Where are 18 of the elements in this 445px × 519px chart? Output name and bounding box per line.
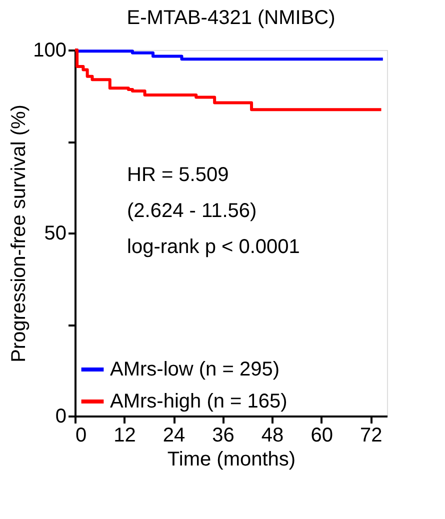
- x-axis-title: Time (months): [167, 448, 296, 470]
- y-tick-label: 0: [55, 406, 66, 428]
- x-tick-label: 48: [261, 424, 284, 446]
- x-tick-label: 12: [114, 424, 136, 446]
- y-axis-title: Progression-free survival (%): [8, 104, 30, 362]
- x-tick-label: 24: [162, 424, 186, 446]
- x-tick-label: 72: [360, 424, 382, 446]
- x-tick-label: 60: [310, 424, 333, 446]
- y-tick-label: 50: [44, 222, 66, 244]
- annotation: HR = 5.509: [127, 164, 229, 186]
- annotation: (2.624 - 11.56): [127, 200, 257, 222]
- y-tick-label: 100: [33, 40, 66, 62]
- legend-label: AMrs-low (n = 295): [110, 358, 280, 380]
- annotation: log-rank p < 0.0001: [127, 236, 300, 258]
- chart-title: E-MTAB-4321 (NMIBC): [126, 7, 336, 29]
- x-tick-label: 0: [76, 424, 87, 446]
- legend-label: AMrs-high (n = 165): [110, 390, 288, 412]
- x-tick-label: 36: [212, 424, 234, 446]
